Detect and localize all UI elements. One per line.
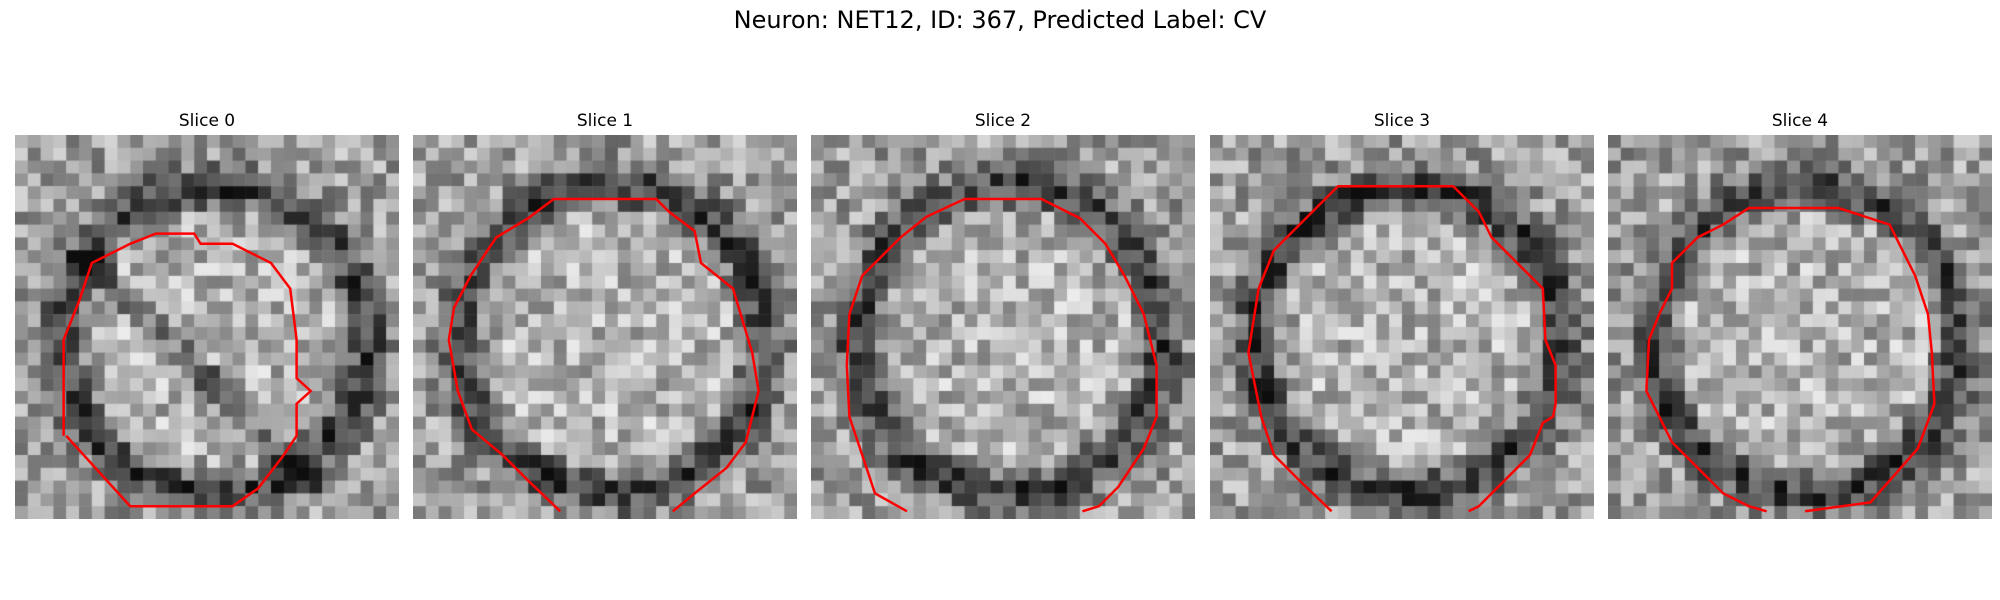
- neuron-contour: [447, 197, 760, 513]
- slice-title: Slice 4: [1771, 111, 1829, 131]
- slice-panel: Slice 3: [1210, 108, 1594, 519]
- neuron-contour-overlay: [447, 197, 760, 513]
- slice-title: Slice 0: [178, 111, 236, 131]
- neuron-contour: [1645, 206, 1936, 513]
- neuron-contour: [62, 232, 313, 508]
- slice-title: Slice 2: [974, 111, 1032, 131]
- slice-panel: Slice 0: [15, 108, 399, 519]
- slice-panel: Slice 2: [811, 108, 1195, 519]
- neuron-contour-overlay: [62, 232, 313, 508]
- neuron-contour: [845, 197, 1158, 513]
- microscopy-slice-image: [15, 135, 399, 519]
- slice-panel: Slice 1: [413, 108, 797, 519]
- neuron-contour: [1247, 184, 1557, 513]
- neuron-contour-overlay: [1645, 206, 1936, 513]
- neuron-contour-overlay: [845, 197, 1158, 513]
- neuron-contour-overlay: [1247, 184, 1557, 513]
- slice-title: Slice 1: [576, 111, 634, 131]
- figure-title: Neuron: NET12, ID: 367, Predicted Label:…: [733, 6, 1267, 34]
- slice-title: Slice 3: [1373, 111, 1431, 131]
- microscopy-slice-image: [1608, 135, 1992, 519]
- slice-panel: Slice 4: [1608, 108, 1992, 519]
